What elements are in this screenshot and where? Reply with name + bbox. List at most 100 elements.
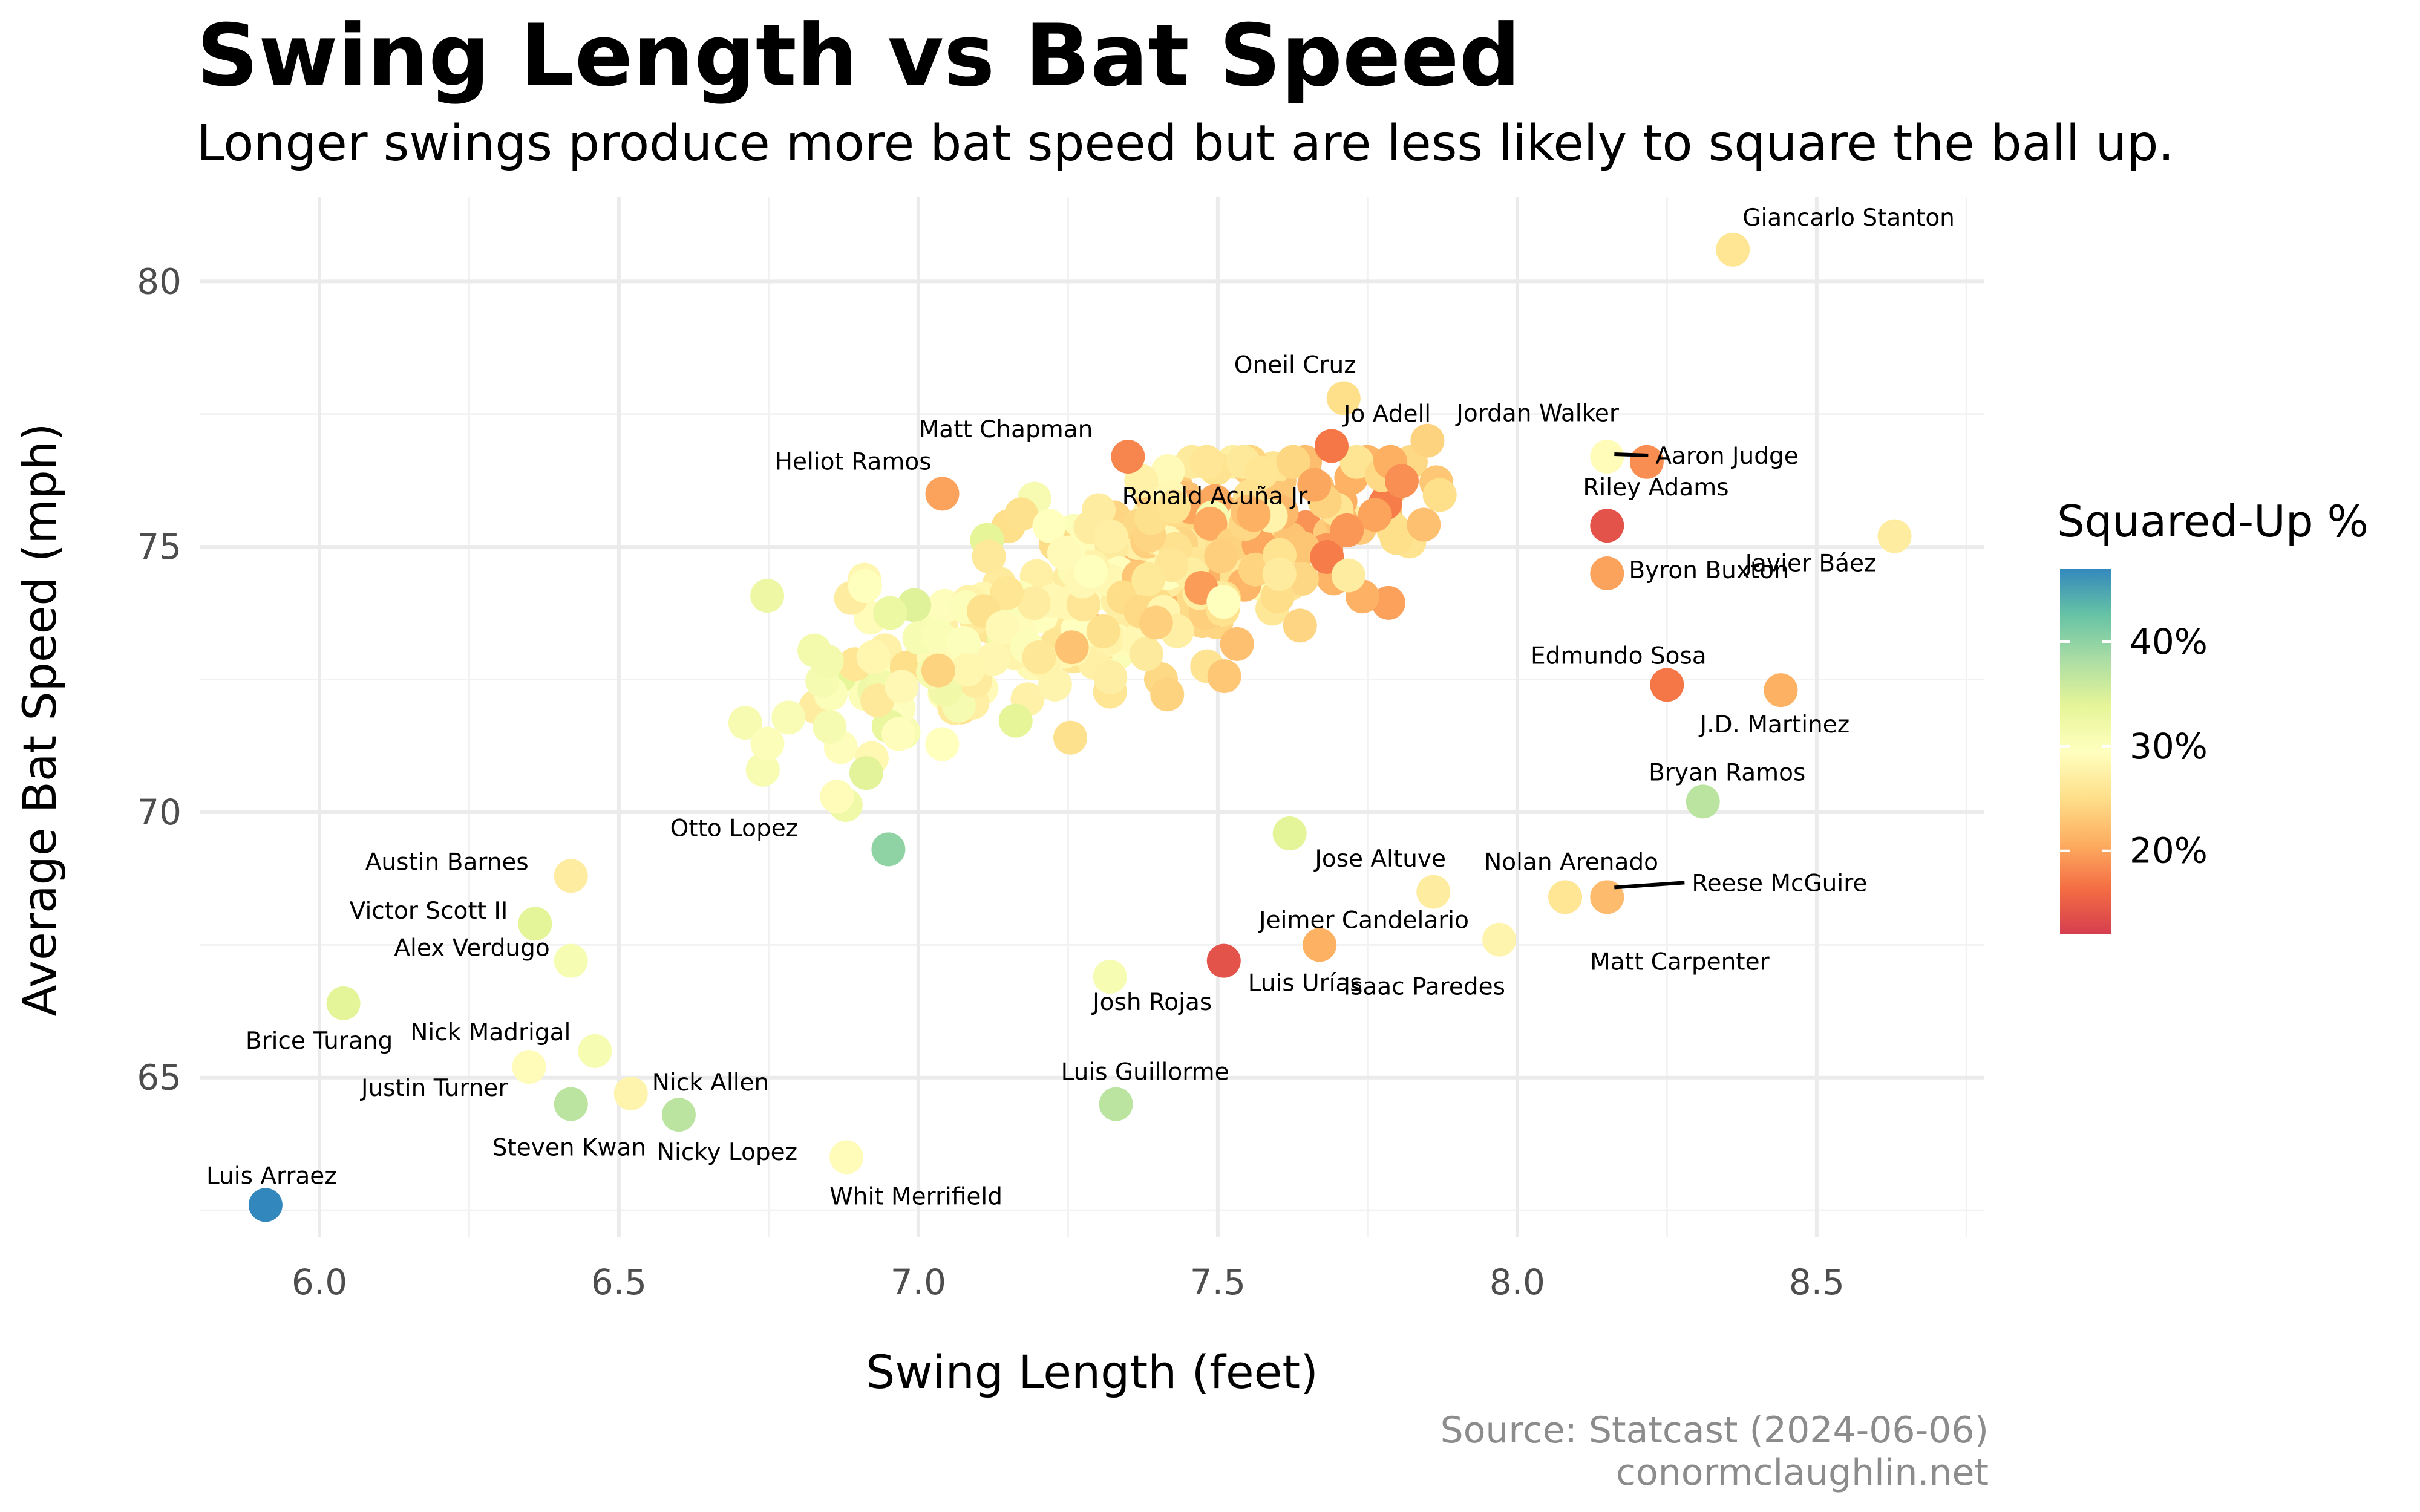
player-label: Nolan Arenado: [1484, 849, 1658, 876]
chart-subtitle: Longer swings produce more bat speed but…: [197, 115, 2174, 172]
player-point: [1086, 614, 1120, 648]
player-point: [946, 625, 981, 660]
player-point: [1482, 922, 1517, 957]
player-label: Jose Altuve: [1313, 846, 1446, 873]
player-label: Matt Chapman: [919, 416, 1093, 443]
player-point: [998, 703, 1033, 738]
player-point: [1157, 489, 1191, 524]
player-label: Jordan Walker: [1454, 400, 1619, 428]
player-label: Isaac Paredes: [1344, 974, 1505, 1001]
player-point: [1093, 960, 1127, 994]
player-point: [856, 640, 891, 674]
player-point: [921, 653, 955, 688]
player-point: [1151, 454, 1185, 489]
player-label: Whit Merrifield: [829, 1183, 1002, 1210]
player-label: J.D. Martinez: [1698, 711, 1850, 738]
legend-tick-label: 20%: [2130, 830, 2208, 872]
label-leader-line: [1614, 452, 1649, 457]
player-point: [1331, 558, 1365, 593]
player-label: Josh Rojas: [1091, 989, 1212, 1016]
player-label: Edmundo Sosa: [1531, 642, 1707, 670]
player-point: [873, 596, 908, 630]
player-point: [1189, 445, 1224, 479]
player-point: [1150, 677, 1185, 712]
y-tick-label: 80: [137, 261, 182, 302]
player-point: [1022, 640, 1056, 674]
player-point: [1330, 513, 1364, 547]
player-point: [848, 569, 882, 603]
player-label: Nick Allen: [652, 1069, 770, 1097]
legend-colorbar: [2060, 569, 2111, 934]
player-point: [1093, 660, 1128, 695]
chart-title: Swing Length vs Bat Speed: [197, 6, 1521, 106]
player-point: [985, 611, 1019, 645]
player-point: [885, 670, 919, 704]
player-point: [248, 1188, 283, 1222]
player-label: Nick Madrigal: [410, 1019, 571, 1046]
player-point: [1073, 554, 1108, 588]
player-label: Steven Kwan: [492, 1135, 646, 1162]
player-point: [1237, 498, 1271, 532]
player-point: [1650, 668, 1684, 702]
x-tick-label: 8.0: [1490, 1262, 1545, 1303]
player-label: Riley Adams: [1583, 474, 1728, 501]
player-point: [1764, 673, 1798, 708]
point-labels: Giancarlo Stanton Oneil Cruz Jo Adell Jorda…: [206, 204, 1955, 1211]
player-label: Brice Turang: [246, 1028, 393, 1055]
data-points: [248, 232, 1912, 1222]
player-point: [1303, 928, 1337, 962]
player-point: [1094, 520, 1128, 554]
player-label: Luis Arraez: [206, 1162, 337, 1190]
player-label: Ronald Acuña Jr.: [1122, 483, 1313, 510]
player-point: [1590, 556, 1624, 591]
player-point: [1129, 637, 1163, 671]
player-point: [1422, 478, 1457, 512]
player-point: [1297, 468, 1332, 502]
player-point: [1407, 507, 1441, 542]
player-point: [871, 832, 906, 867]
player-label: Austin Barnes: [365, 849, 529, 876]
player-point: [1055, 630, 1089, 665]
player-point: [750, 579, 785, 613]
player-point: [1053, 720, 1088, 755]
legend-title: Squared-Up %: [2057, 496, 2369, 547]
player-point: [771, 700, 806, 735]
player-point: [920, 618, 955, 653]
player-point: [1358, 498, 1392, 532]
x-axis-label: Swing Length (feet): [866, 1345, 1318, 1399]
player-point: [1276, 445, 1310, 479]
player-point: [849, 756, 883, 790]
player-point: [1206, 585, 1241, 619]
player-point: [1111, 440, 1145, 474]
player-label: Luis Urías: [1248, 970, 1362, 997]
player-point: [1272, 816, 1307, 851]
player-point: [881, 717, 916, 751]
player-point: [554, 943, 588, 978]
player-label: Jeimer Candelario: [1257, 907, 1469, 934]
x-tick-label: 6.5: [591, 1262, 647, 1303]
x-tick-label: 7.5: [1190, 1262, 1246, 1303]
player-label: Victor Scott II: [350, 898, 508, 925]
player-label: Luis Guillorme: [1061, 1059, 1229, 1086]
player-point: [613, 1077, 648, 1111]
x-tick-label: 8.5: [1789, 1262, 1845, 1303]
player-point: [1314, 429, 1349, 463]
player-label: Reese McGuire: [1692, 870, 1867, 897]
player-point: [1371, 585, 1405, 620]
player-label: Oneil Cruz: [1234, 351, 1356, 379]
player-point: [1017, 586, 1051, 621]
player-point: [1047, 536, 1081, 570]
player-point: [1193, 506, 1228, 541]
player-point: [728, 706, 762, 740]
player-label: Bryan Ramos: [1649, 759, 1805, 786]
player-label: Alex Verdugo: [394, 935, 549, 962]
player-point: [1590, 880, 1624, 914]
y-tick-label: 70: [137, 792, 182, 833]
player-label: Heliot Ramos: [775, 448, 932, 475]
player-point: [1548, 880, 1583, 914]
player-point: [1207, 659, 1241, 694]
player-point: [1131, 562, 1166, 596]
player-point: [1220, 627, 1254, 661]
player-point: [1099, 1087, 1133, 1121]
axis-ticks: 6.0 6.5 7.0 7.5 8.0 8.5 65 70 75 80: [137, 261, 1845, 1303]
